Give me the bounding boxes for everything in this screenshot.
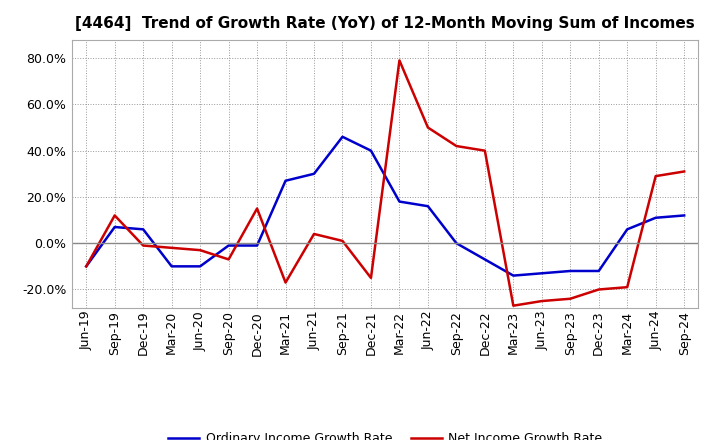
Net Income Growth Rate xyxy=(480,148,489,153)
Ordinary Income Growth Rate xyxy=(282,178,290,183)
Ordinary Income Growth Rate xyxy=(338,134,347,139)
Net Income Growth Rate xyxy=(680,169,688,174)
Ordinary Income Growth Rate xyxy=(423,204,432,209)
Net Income Growth Rate xyxy=(110,213,119,218)
Net Income Growth Rate xyxy=(196,248,204,253)
Ordinary Income Growth Rate xyxy=(652,215,660,220)
Ordinary Income Growth Rate xyxy=(225,243,233,248)
Ordinary Income Growth Rate xyxy=(623,227,631,232)
Ordinary Income Growth Rate xyxy=(196,264,204,269)
Ordinary Income Growth Rate xyxy=(310,171,318,176)
Ordinary Income Growth Rate xyxy=(167,264,176,269)
Net Income Growth Rate xyxy=(423,125,432,130)
Net Income Growth Rate xyxy=(338,238,347,244)
Ordinary Income Growth Rate xyxy=(139,227,148,232)
Ordinary Income Growth Rate xyxy=(110,224,119,230)
Net Income Growth Rate xyxy=(282,280,290,285)
Line: Ordinary Income Growth Rate: Ordinary Income Growth Rate xyxy=(86,137,684,275)
Ordinary Income Growth Rate xyxy=(452,241,461,246)
Net Income Growth Rate xyxy=(310,231,318,237)
Ordinary Income Growth Rate xyxy=(680,213,688,218)
Ordinary Income Growth Rate xyxy=(480,257,489,262)
Legend: Ordinary Income Growth Rate, Net Income Growth Rate: Ordinary Income Growth Rate, Net Income … xyxy=(163,427,608,440)
Ordinary Income Growth Rate xyxy=(395,199,404,204)
Net Income Growth Rate xyxy=(623,285,631,290)
Ordinary Income Growth Rate xyxy=(595,268,603,274)
Net Income Growth Rate xyxy=(225,257,233,262)
Net Income Growth Rate xyxy=(509,303,518,308)
Ordinary Income Growth Rate xyxy=(366,148,375,153)
Net Income Growth Rate xyxy=(82,264,91,269)
Net Income Growth Rate xyxy=(537,298,546,304)
Net Income Growth Rate xyxy=(566,296,575,301)
Ordinary Income Growth Rate xyxy=(253,243,261,248)
Net Income Growth Rate xyxy=(652,173,660,179)
Ordinary Income Growth Rate xyxy=(537,271,546,276)
Net Income Growth Rate xyxy=(366,275,375,281)
Net Income Growth Rate xyxy=(595,287,603,292)
Net Income Growth Rate xyxy=(452,143,461,149)
Net Income Growth Rate xyxy=(167,245,176,250)
Title: [4464]  Trend of Growth Rate (YoY) of 12-Month Moving Sum of Incomes: [4464] Trend of Growth Rate (YoY) of 12-… xyxy=(76,16,695,32)
Ordinary Income Growth Rate xyxy=(509,273,518,278)
Net Income Growth Rate xyxy=(253,206,261,211)
Net Income Growth Rate xyxy=(395,58,404,63)
Line: Net Income Growth Rate: Net Income Growth Rate xyxy=(86,60,684,306)
Net Income Growth Rate xyxy=(139,243,148,248)
Ordinary Income Growth Rate xyxy=(82,264,91,269)
Ordinary Income Growth Rate xyxy=(566,268,575,274)
